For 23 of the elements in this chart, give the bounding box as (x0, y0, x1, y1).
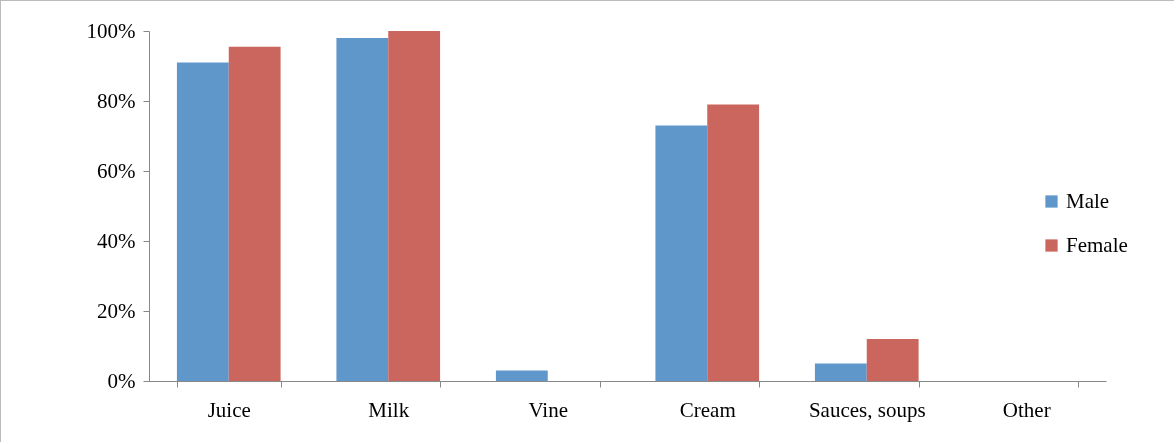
bar (388, 31, 441, 381)
legend-label: Male (1066, 188, 1110, 213)
y-tick-label: 60% (97, 158, 136, 183)
bar (814, 363, 867, 381)
x-tick-label: Milk (368, 397, 410, 422)
x-tick-label: Cream (679, 397, 736, 422)
x-tick-label: Sauces, soups (808, 397, 926, 422)
bar (176, 62, 229, 381)
legend-label: Female (1066, 232, 1128, 257)
y-tick-label: 40% (97, 228, 136, 253)
x-tick-label: Juice (207, 397, 251, 422)
bar (336, 38, 389, 381)
bar (866, 339, 919, 381)
x-tick-label: Vine (528, 397, 569, 422)
bar (228, 46, 281, 381)
y-tick-label: 0% (107, 368, 136, 393)
y-tick-label: 100% (86, 18, 136, 43)
bar (495, 370, 548, 381)
y-tick-label: 20% (97, 298, 136, 323)
x-tick-label: Other (1002, 397, 1051, 422)
bar (655, 125, 708, 381)
bar (707, 104, 760, 381)
y-tick-label: 80% (97, 88, 136, 113)
